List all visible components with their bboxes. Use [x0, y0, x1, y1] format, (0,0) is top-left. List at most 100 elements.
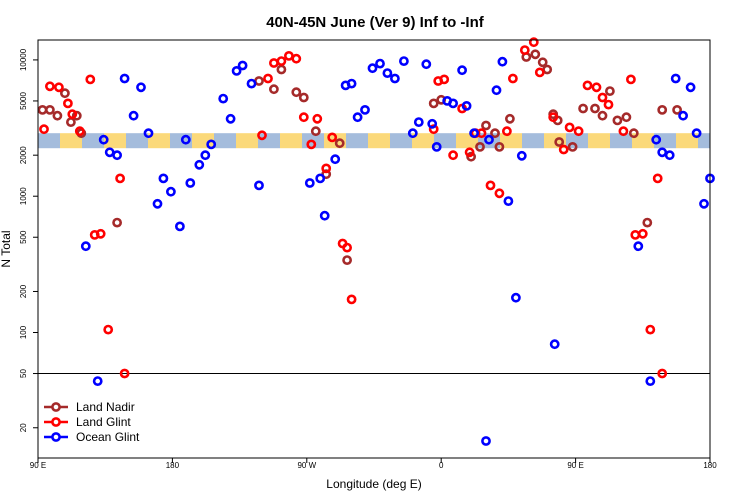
land-glint-point — [439, 74, 450, 85]
band-segment — [610, 133, 632, 149]
ocean-glint-point — [218, 93, 229, 104]
land-glint-point — [494, 188, 505, 199]
land-glint-point — [346, 294, 357, 305]
ocean-glint-point — [389, 73, 400, 84]
chart-title: 40N-45N June (Ver 9) Inf to -Inf — [266, 14, 485, 31]
land-glint-point — [321, 163, 332, 174]
land-nadir-point — [334, 138, 345, 149]
land-glint-point — [63, 98, 73, 109]
land-glint-point — [95, 228, 106, 239]
ocean-glint-point — [128, 110, 139, 121]
ocean-glint-point — [699, 198, 709, 209]
land-glint-point — [582, 80, 593, 91]
y-tick-label: 5000 — [19, 91, 28, 109]
land-glint-point — [276, 56, 287, 66]
ocean-glint-point — [246, 78, 257, 89]
land-nadir-point — [112, 217, 122, 228]
band-segment — [632, 133, 654, 149]
land-glint-point — [637, 228, 648, 239]
land-nadir-point — [291, 87, 302, 98]
land-glint-point — [534, 67, 545, 78]
ocean-glint-point — [158, 173, 169, 184]
ocean-glint-point — [237, 60, 248, 71]
land-glint-point — [119, 368, 130, 379]
band-segment — [38, 133, 60, 149]
band-segment — [346, 133, 368, 149]
land-nadir-point — [45, 105, 55, 115]
land-glint-point — [298, 112, 309, 123]
land-glint-point — [564, 122, 575, 133]
land-glint-point — [597, 92, 608, 103]
ocean-glint-point — [664, 150, 675, 161]
legend-label-ocean-glint: Ocean Glint — [76, 430, 140, 444]
land-glint-point — [263, 73, 273, 84]
x-tick-label: 90 E — [567, 461, 583, 470]
ocean-glint-point — [549, 339, 560, 350]
land-glint-point — [54, 82, 64, 93]
land-nadir-point — [504, 113, 515, 124]
land-glint-point — [485, 180, 496, 191]
land-nadir-point — [268, 84, 279, 95]
ocean-glint-point — [330, 154, 341, 165]
land-nadir-point — [481, 120, 491, 131]
ocean-glint-point — [457, 65, 467, 76]
ocean-glint-point — [319, 210, 330, 221]
ocean-glint-point — [143, 128, 154, 139]
y-tick-label: 10000 — [19, 48, 28, 71]
land-nadir-point — [605, 86, 615, 96]
land-nadir-point — [71, 110, 82, 121]
ocean-glint-point — [200, 150, 211, 161]
y-tick-label: 200 — [19, 284, 28, 298]
land-glint-point — [573, 126, 584, 137]
data-points — [37, 37, 715, 446]
ocean-glint-point — [421, 59, 432, 70]
land-glint-point — [508, 73, 518, 84]
land-glint-point — [558, 144, 569, 155]
land-glint-point — [645, 324, 656, 335]
ocean-glint-point — [152, 198, 163, 209]
land-glint-point — [626, 74, 636, 85]
ocean-glint-point — [165, 186, 176, 197]
land-glint-point — [312, 113, 323, 124]
band-segment — [126, 133, 148, 149]
x-tick-label: 0 — [439, 461, 444, 470]
ocean-glint-point — [92, 376, 103, 386]
y-tick-label: 2000 — [19, 146, 28, 164]
land-glint-point — [327, 132, 338, 143]
ocean-glint-point — [511, 292, 521, 303]
y-tick-label: 100 — [19, 325, 28, 339]
ocean-glint-point — [180, 134, 191, 145]
ocean-glint-point — [315, 173, 326, 184]
land-nadir-point — [342, 255, 352, 265]
y-axis: 20 50 100 200 500 1000 2000 5000 10000 — [19, 48, 38, 432]
ocean-glint-point — [657, 147, 668, 158]
land-glint-point — [74, 126, 85, 137]
land-nadir-point — [276, 64, 287, 75]
land-nadir-point — [530, 49, 541, 60]
land-glint-point — [548, 112, 559, 123]
ocean-glint-point — [174, 221, 185, 232]
ocean-glint-point — [484, 134, 494, 145]
band-segment — [148, 133, 170, 149]
land-nadir-point — [597, 110, 608, 121]
land-glint-point — [85, 74, 96, 85]
y-tick-label: 50 — [19, 369, 28, 378]
land-glint-point — [603, 99, 614, 110]
plot-frame — [37, 39, 711, 459]
land-glint-point — [291, 53, 302, 64]
band-segment — [258, 133, 280, 149]
band-segment — [588, 133, 610, 149]
ocean-glint-point — [119, 73, 130, 84]
ocean-glint-point — [651, 134, 662, 145]
land-nadir-point — [590, 103, 600, 114]
band-segment — [280, 133, 302, 149]
ocean-glint-point — [469, 128, 479, 139]
land-nadir-point — [490, 128, 500, 139]
x-tick-label: 90 W — [297, 461, 316, 470]
ocean-glint-point — [136, 82, 146, 93]
land-glint-point — [39, 124, 49, 135]
ocean-glint-point — [670, 73, 681, 84]
y-tick-label: 500 — [19, 230, 28, 244]
band-segment — [412, 133, 434, 149]
